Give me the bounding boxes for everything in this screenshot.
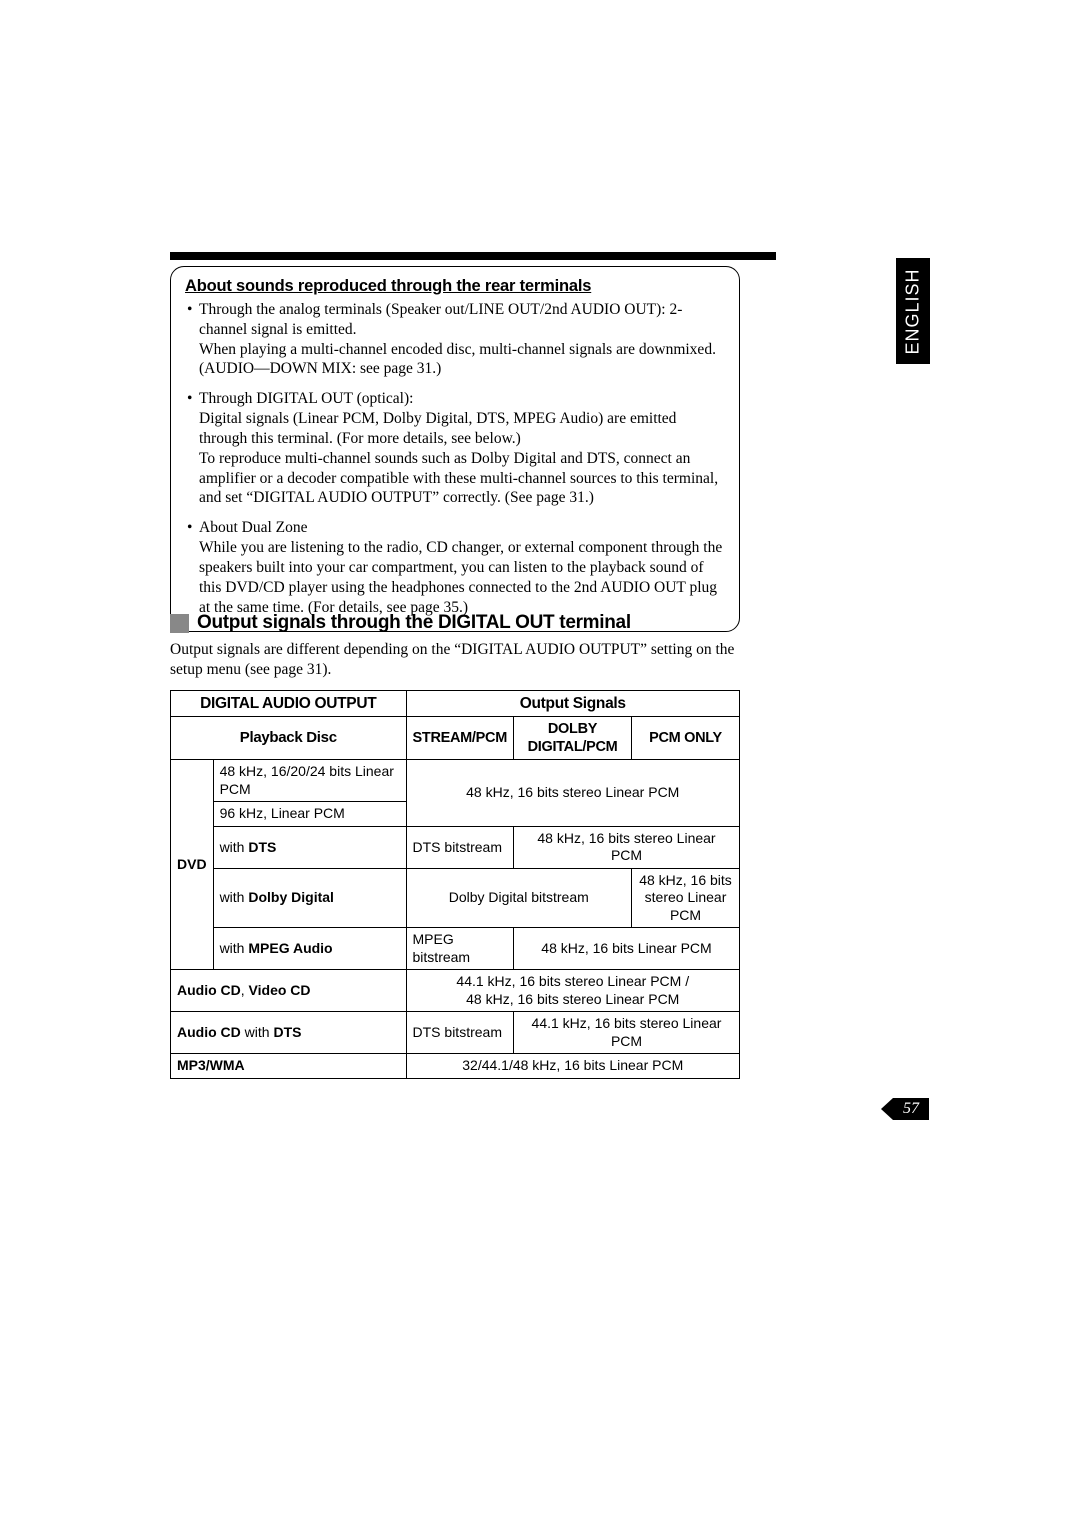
info-box-heading: About sounds reproduced through the rear… — [185, 277, 725, 296]
text: Dolby Digital — [248, 889, 334, 905]
info-box: About sounds reproduced through the rear… — [170, 266, 740, 632]
info-item: About Dual ZoneWhile you are listening t… — [185, 518, 725, 617]
info-item: Through the analog terminals (Speaker ou… — [185, 300, 725, 379]
cell: MPEG bitstream — [406, 928, 513, 970]
cell: 48 kHz, 16 bits stereo Linear PCM — [632, 868, 740, 928]
page-number: 57 — [893, 1098, 929, 1120]
table-row: DIGITAL AUDIO OUTPUT Output Signals — [171, 690, 740, 716]
section-intro: Output signals are different depending o… — [170, 640, 740, 680]
cell-dvd: DVD — [171, 760, 214, 970]
cell: Audio CD with DTS — [171, 1012, 407, 1054]
section-heading: Output signals through the DIGITAL OUT t… — [197, 612, 631, 634]
cell: 48 kHz, 16 bits stereo Linear PCM — [406, 760, 739, 827]
language-tab-label: ENGLISH — [903, 268, 924, 354]
cell: with Dolby Digital — [213, 868, 406, 928]
text: 44.1 kHz, 16 bits stereo Linear PCM / — [456, 973, 689, 989]
table-row: MP3/WMA 32/44.1/48 kHz, 16 bits Linear P… — [171, 1054, 740, 1079]
text: with — [220, 839, 249, 855]
text: Audio CD — [177, 1024, 241, 1040]
table-row: Playback Disc STREAM/PCM DOLBY DIGITAL/P… — [171, 717, 740, 760]
cell: Audio CD, Video CD — [171, 970, 407, 1012]
cell: 44.1 kHz, 16 bits stereo Linear PCM — [514, 1012, 740, 1054]
th-output-signals: Output Signals — [406, 690, 739, 716]
text: with — [241, 1024, 274, 1040]
text: with — [220, 940, 249, 956]
cell: 48 kHz, 16 bits stereo Linear PCM — [514, 826, 740, 868]
text: with — [220, 889, 249, 905]
cell: 96 kHz, Linear PCM — [213, 802, 406, 827]
cell: DTS bitstream — [406, 1012, 513, 1054]
th-stream-pcm: STREAM/PCM — [406, 717, 513, 760]
th-playback-disc: Playback Disc — [171, 717, 407, 760]
table-row: with MPEG Audio MPEG bitstream 48 kHz, 1… — [171, 928, 740, 970]
table-row: Audio CD with DTS DTS bitstream 44.1 kHz… — [171, 1012, 740, 1054]
table-row: DVD 48 kHz, 16/20/24 bits Linear PCM 48 … — [171, 760, 740, 802]
header-rule — [170, 252, 776, 260]
cell: with MPEG Audio — [213, 928, 406, 970]
text: 48 kHz, 16 bits stereo Linear PCM — [466, 991, 679, 1007]
output-signals-table: DIGITAL AUDIO OUTPUT Output Signals Play… — [170, 690, 740, 1079]
text: MPEG Audio — [248, 940, 332, 956]
cell: DTS bitstream — [406, 826, 513, 868]
text: DTS — [248, 839, 276, 855]
table-row: Audio CD, Video CD 44.1 kHz, 16 bits ste… — [171, 970, 740, 1012]
square-bullet-icon — [170, 614, 189, 633]
th-pcm-only: PCM ONLY — [632, 717, 740, 760]
table-row: with DTS DTS bitstream 48 kHz, 16 bits s… — [171, 826, 740, 868]
th-dolby-digital-pcm: DOLBY DIGITAL/PCM — [514, 717, 632, 760]
text: Video CD — [249, 982, 311, 998]
cell: 44.1 kHz, 16 bits stereo Linear PCM / 48… — [406, 970, 739, 1012]
output-signals-section: Output signals through the DIGITAL OUT t… — [170, 612, 740, 1079]
cell: 48 kHz, 16/20/24 bits Linear PCM — [213, 760, 406, 802]
section-heading-row: Output signals through the DIGITAL OUT t… — [170, 612, 740, 634]
text: DTS — [273, 1024, 301, 1040]
th-digital-audio-output: DIGITAL AUDIO OUTPUT — [171, 690, 407, 716]
cell: 48 kHz, 16 bits Linear PCM — [514, 928, 740, 970]
text: , — [241, 982, 249, 998]
cell: Dolby Digital bitstream — [406, 868, 631, 928]
language-tab: ENGLISH — [896, 258, 930, 364]
table-row: with Dolby Digital Dolby Digital bitstre… — [171, 868, 740, 928]
text: Audio CD — [177, 982, 241, 998]
cell: with DTS — [213, 826, 406, 868]
cell: MP3/WMA — [171, 1054, 407, 1079]
info-item: Through DIGITAL OUT (optical):Digital si… — [185, 389, 725, 508]
cell: 32/44.1/48 kHz, 16 bits Linear PCM — [406, 1054, 739, 1079]
